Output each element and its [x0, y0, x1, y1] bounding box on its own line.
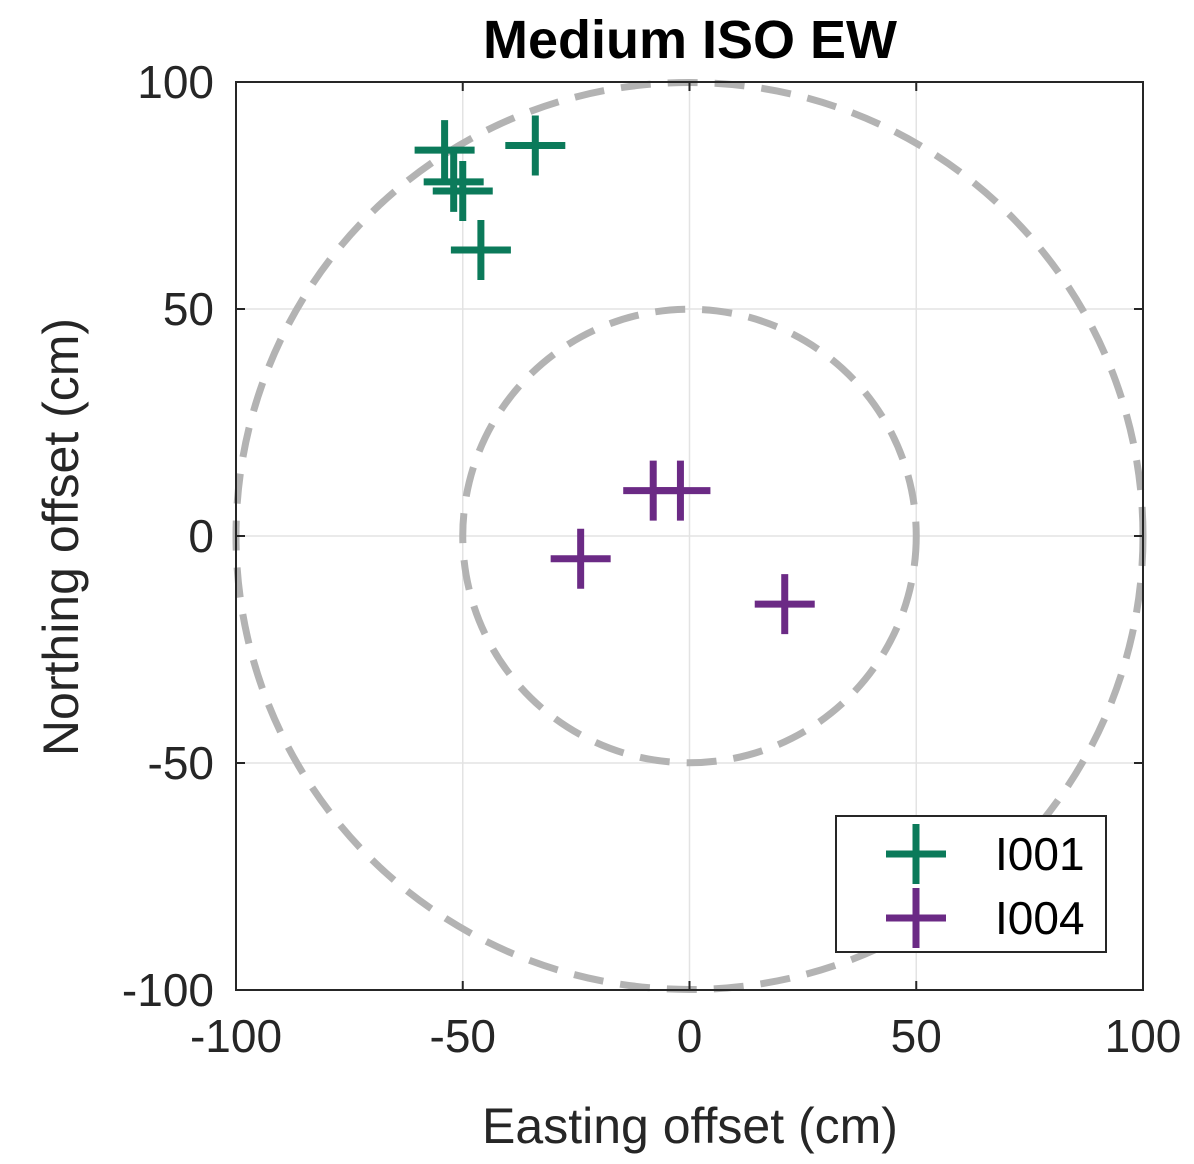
data-points [414, 115, 815, 635]
point-i004 [550, 528, 611, 589]
legend-marker-i004 [886, 888, 946, 948]
legend-marker-i001 [886, 824, 946, 884]
y-tick-label: 0 [188, 510, 214, 562]
point-i001 [505, 115, 566, 176]
x-tick-label: 50 [891, 1010, 942, 1062]
point-i004 [650, 460, 711, 521]
point-i001 [432, 160, 493, 221]
legend-label-i001: I001 [995, 828, 1085, 880]
x-axis-label: Easting offset (cm) [482, 1098, 898, 1154]
point-i001 [450, 219, 511, 280]
x-tick-label: 0 [677, 1010, 703, 1062]
y-tick-label: 50 [163, 283, 214, 335]
point-i001 [414, 120, 475, 181]
point-i004 [754, 574, 815, 635]
x-tick-label: 100 [1105, 1010, 1182, 1062]
y-tick-label: -50 [148, 737, 214, 789]
legend-label-i004: I004 [995, 892, 1085, 944]
point-i001 [423, 151, 484, 212]
y-tick-labels: -100 -50 0 50 100 [122, 56, 214, 1016]
tick-marks [235, 81, 1144, 991]
y-tick-label: 100 [137, 56, 214, 108]
legend: I001 I004 [835, 815, 1107, 953]
x-tick-labels: -100 -50 0 50 100 [190, 1010, 1181, 1062]
y-tick-label: -100 [122, 964, 214, 1016]
x-tick-label: -50 [430, 1010, 496, 1062]
legend-box [835, 815, 1107, 953]
reference-circle-r50 [459, 305, 920, 767]
legend-entries: I001 I004 [886, 824, 1085, 948]
chart-title: Medium ISO EW [483, 10, 897, 70]
x-tick-label: -100 [190, 1010, 282, 1062]
y-axis-label: Northing offset (cm) [33, 318, 89, 756]
